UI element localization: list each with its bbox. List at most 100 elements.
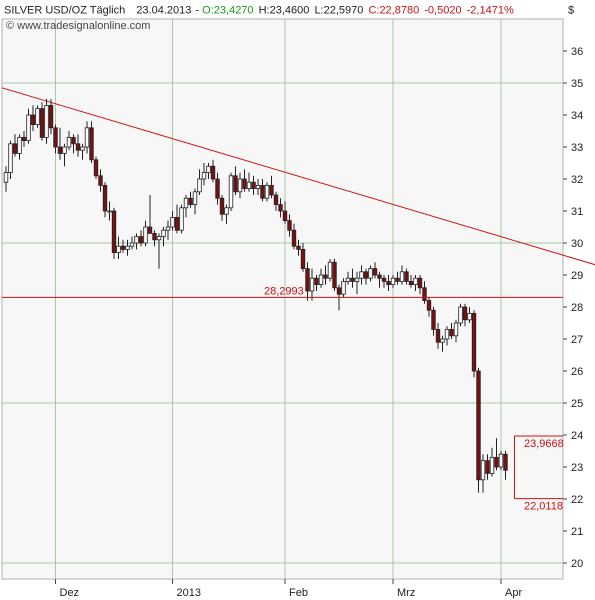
candle	[21, 131, 27, 147]
candle	[417, 275, 423, 295]
candle	[503, 451, 508, 480]
source-text: © www.tradesignalonline.com	[6, 20, 150, 32]
candle	[435, 323, 441, 349]
candle	[354, 271, 360, 295]
candle	[8, 140, 13, 179]
candle	[440, 335, 445, 352]
candle	[201, 163, 207, 186]
candle-body	[210, 165, 216, 180]
candle	[3, 166, 9, 192]
candle-body	[408, 280, 414, 285]
candle	[404, 268, 409, 285]
candle-body	[260, 184, 265, 199]
candle-body	[417, 277, 423, 289]
candle-body	[350, 277, 355, 282]
candle-body	[300, 248, 306, 269]
candle	[26, 108, 31, 144]
candle	[395, 271, 400, 285]
y-tick-label: 35	[571, 78, 583, 90]
candle-body	[138, 236, 144, 244]
chart-change-pct: -2,1471%	[467, 5, 514, 17]
candle-body	[372, 268, 378, 276]
candle	[75, 134, 81, 157]
candle-body	[440, 338, 445, 343]
candle	[129, 236, 135, 250]
candle	[278, 198, 283, 218]
y-tick-label: 21	[571, 526, 583, 538]
y-tick-label: 34	[571, 110, 583, 122]
x-tick-label: Mrz	[397, 587, 415, 599]
candle-body	[197, 178, 202, 193]
y-tick-label: 26	[571, 366, 583, 378]
candle	[197, 169, 202, 195]
candle-body	[62, 146, 67, 154]
candle	[381, 275, 387, 288]
candle	[390, 275, 396, 288]
candle	[215, 172, 220, 205]
candle-body	[12, 143, 18, 154]
candle-body	[39, 108, 45, 138]
candle-body	[219, 197, 225, 215]
candle	[192, 188, 198, 215]
chart-symbol: SILVER USD/OZ Täglich	[4, 5, 125, 17]
candle-body	[129, 242, 135, 247]
trend-layer	[1, 87, 595, 266]
candle-layer	[3, 99, 508, 493]
candle	[296, 239, 301, 256]
candle	[12, 134, 18, 157]
candle	[422, 281, 427, 304]
annotation-layer: 28,2993 23,9668 22,0118	[2, 285, 564, 513]
chart-date: 23.04.2013	[136, 5, 191, 17]
candle-body	[8, 143, 13, 174]
candle	[48, 99, 54, 135]
candle	[260, 179, 265, 202]
chart-low: L:22,5970	[314, 5, 363, 17]
candle-body	[170, 216, 175, 228]
candle	[458, 303, 463, 327]
candle	[62, 143, 67, 167]
candle-body	[66, 136, 72, 148]
candle	[399, 265, 405, 285]
candle	[143, 220, 148, 247]
candle	[71, 134, 76, 154]
candle-body	[255, 184, 261, 189]
candle	[408, 275, 414, 288]
candle	[444, 326, 450, 346]
candle	[462, 303, 468, 327]
candle	[246, 172, 252, 192]
candle-body	[93, 159, 99, 177]
candle	[494, 438, 499, 471]
grid-layer	[2, 19, 563, 579]
candle-body	[3, 172, 9, 183]
candle	[368, 265, 373, 282]
y-tick-label: 32	[571, 174, 583, 186]
candle-body	[156, 236, 162, 241]
candle-body	[44, 105, 49, 138]
candle	[98, 169, 103, 192]
candle-body	[359, 271, 364, 279]
candle	[287, 214, 292, 237]
candle-body	[413, 277, 418, 286]
candle	[161, 227, 166, 247]
candle-body	[89, 127, 94, 161]
candle	[273, 191, 279, 211]
candle-body	[120, 245, 126, 250]
candle-body	[471, 312, 477, 372]
svg-text:SILVER USD/OZ Täglich 23.0: SILVER USD/OZ Täglich 23.04.2013 - O:23,…	[4, 5, 514, 17]
candle-body	[498, 453, 504, 468]
candle	[102, 182, 108, 218]
candle-body	[30, 114, 36, 125]
candle	[89, 121, 94, 163]
candle-body	[242, 178, 247, 190]
candle-body	[462, 306, 468, 321]
candle-body	[453, 322, 459, 337]
candle-body	[228, 175, 234, 209]
candle-body	[57, 146, 63, 154]
candle-body	[147, 226, 153, 234]
candle	[138, 230, 144, 247]
chart-close: C:22,8780	[368, 5, 419, 17]
chart-high: H:23,4600	[259, 5, 310, 17]
candle-body	[26, 114, 31, 142]
candle-body	[503, 453, 508, 471]
candle-body	[48, 105, 54, 129]
